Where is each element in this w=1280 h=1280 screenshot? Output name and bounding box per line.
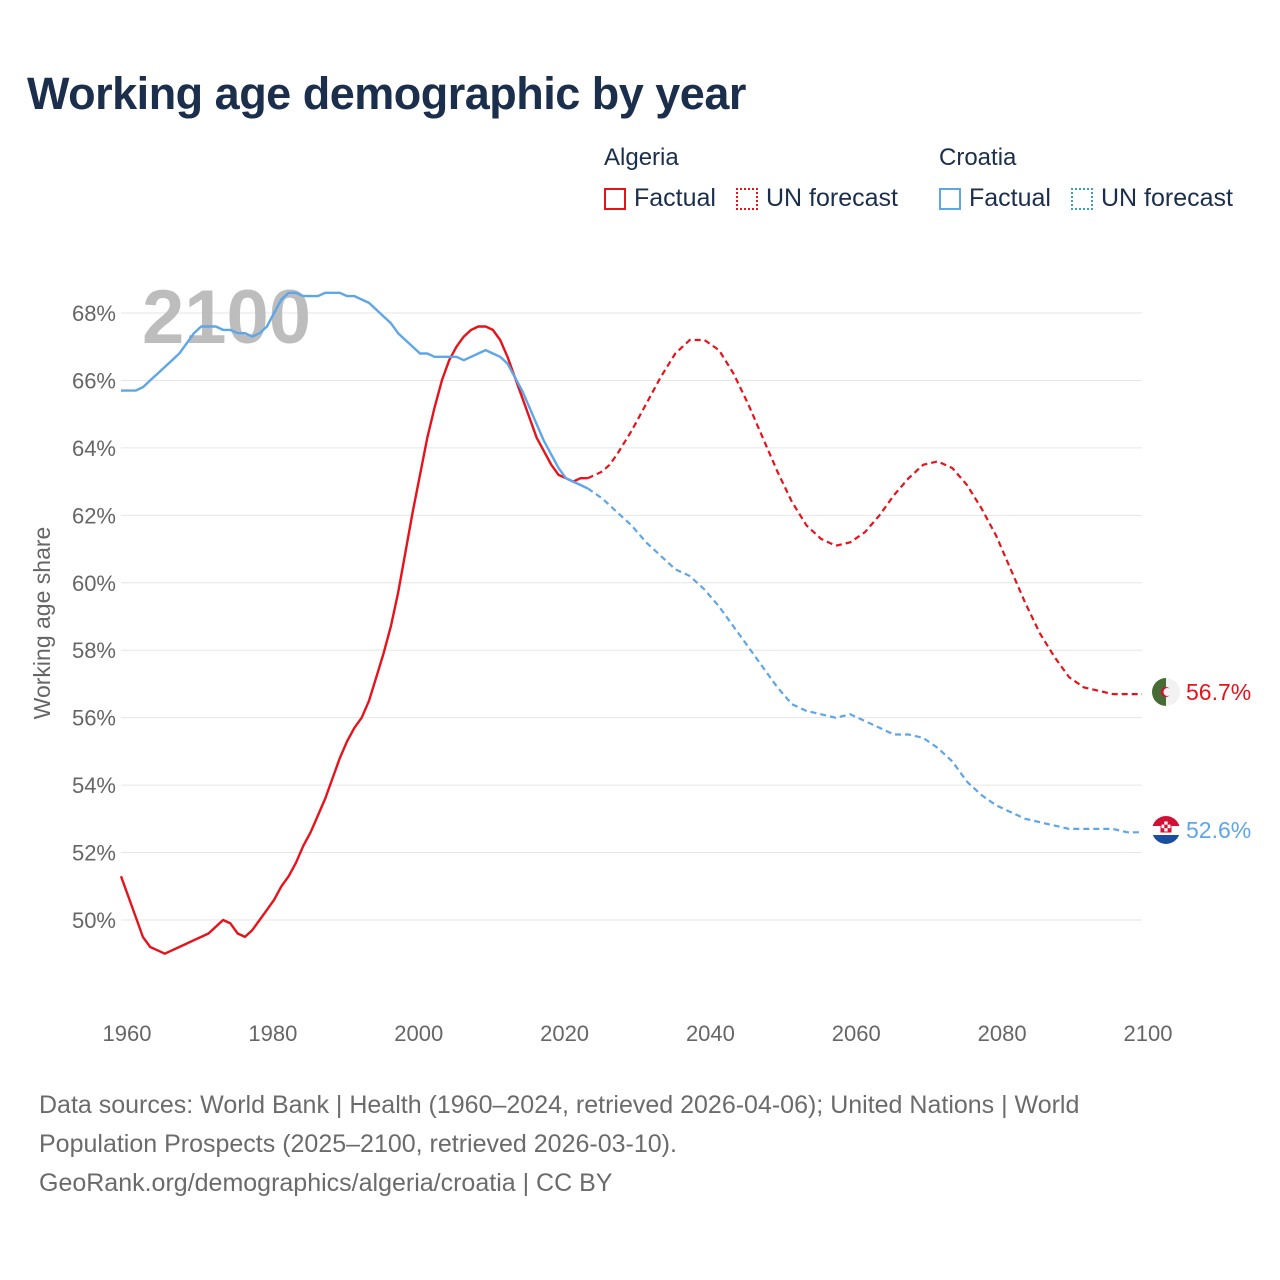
croatia-end-value-label: 52.6%	[1186, 817, 1251, 843]
legend-country-croatia: Croatia	[939, 144, 1017, 171]
legend-croatia-forecast[interactable]: UN forecast	[1070, 184, 1233, 213]
x-axis: 1960 1980 2000 2020 2040 2060 2080 2100	[103, 1021, 1173, 1046]
croatia-forecast-line[interactable]	[587, 487, 1142, 834]
footer-sources-line-1: Data sources: World Bank | Health (1960–…	[39, 1091, 1080, 1119]
y-tick-label: 58%	[72, 638, 116, 663]
footer-attribution-link[interactable]: GeoRank.org/demographics/algeria/croatia…	[39, 1169, 613, 1197]
algeria-flag-icon	[1152, 678, 1180, 706]
y-axis-label: Working age share	[29, 527, 55, 720]
legend-croatia-factual[interactable]: Factual	[939, 184, 1051, 213]
legend-croatia: Croatia Factual UN forecast	[939, 144, 1243, 213]
algeria-factual-line[interactable]	[119, 325, 588, 955]
x-tick-label: 2080	[978, 1021, 1027, 1046]
x-tick-label: 2060	[832, 1021, 881, 1046]
legend-dotted-swatch-icon	[1070, 187, 1093, 210]
x-tick-label: 2100	[1124, 1021, 1173, 1046]
y-tick-label: 56%	[72, 706, 116, 731]
y-tick-label: 62%	[72, 503, 116, 528]
footer: Data sources: World Bank | Health (1960–…	[39, 1086, 1239, 1203]
legend-dotted-swatch-icon	[735, 187, 758, 210]
algeria-end-value-label: 56.7%	[1186, 679, 1251, 705]
legend-country-algeria: Algeria	[604, 144, 679, 171]
y-tick-label: 68%	[72, 301, 116, 326]
series	[119, 291, 1142, 955]
year-watermark: 2100	[142, 275, 311, 360]
legend-label: Factual	[969, 184, 1051, 212]
legend-solid-swatch-icon	[939, 187, 961, 210]
y-tick-label: 52%	[72, 841, 116, 866]
croatia-flag-icon	[1152, 816, 1180, 844]
x-tick-label: 2040	[686, 1021, 735, 1046]
legend-label: UN forecast	[1100, 184, 1233, 212]
y-tick-label: 54%	[72, 773, 116, 798]
grid	[121, 312, 1142, 921]
algeria-forecast-line[interactable]	[587, 338, 1142, 696]
legend-solid-swatch-icon	[604, 187, 626, 210]
y-tick-label: 66%	[72, 368, 116, 393]
x-tick-label: 2020	[540, 1021, 589, 1046]
legend-algeria-forecast[interactable]: UN forecast	[735, 184, 898, 213]
y-tick-label: 60%	[72, 571, 116, 596]
legend-algeria: Algeria Factual UN forecast	[604, 144, 908, 213]
y-tick-label: 50%	[72, 908, 116, 933]
chart-title: Working age demographic by year	[27, 68, 746, 119]
y-tick-label: 64%	[72, 436, 116, 461]
legend-algeria-factual[interactable]: Factual	[604, 184, 716, 213]
x-tick-label: 2000	[394, 1021, 443, 1046]
x-tick-label: 1980	[248, 1021, 297, 1046]
x-tick-label: 1960	[103, 1021, 152, 1046]
footer-sources-line-2: Population Prospects (2025–2100, retriev…	[39, 1130, 677, 1158]
line-chart: 2100 Working age share 1960 1980 2000 2020 2…	[29, 275, 1251, 1046]
legend-label: UN forecast	[765, 184, 898, 212]
croatia-factual-line[interactable]	[121, 291, 589, 490]
legend-label: Factual	[634, 184, 716, 212]
y-axis: 50% 52% 54% 56% 58% 60% 62% 64% 66% 68%	[72, 301, 116, 933]
